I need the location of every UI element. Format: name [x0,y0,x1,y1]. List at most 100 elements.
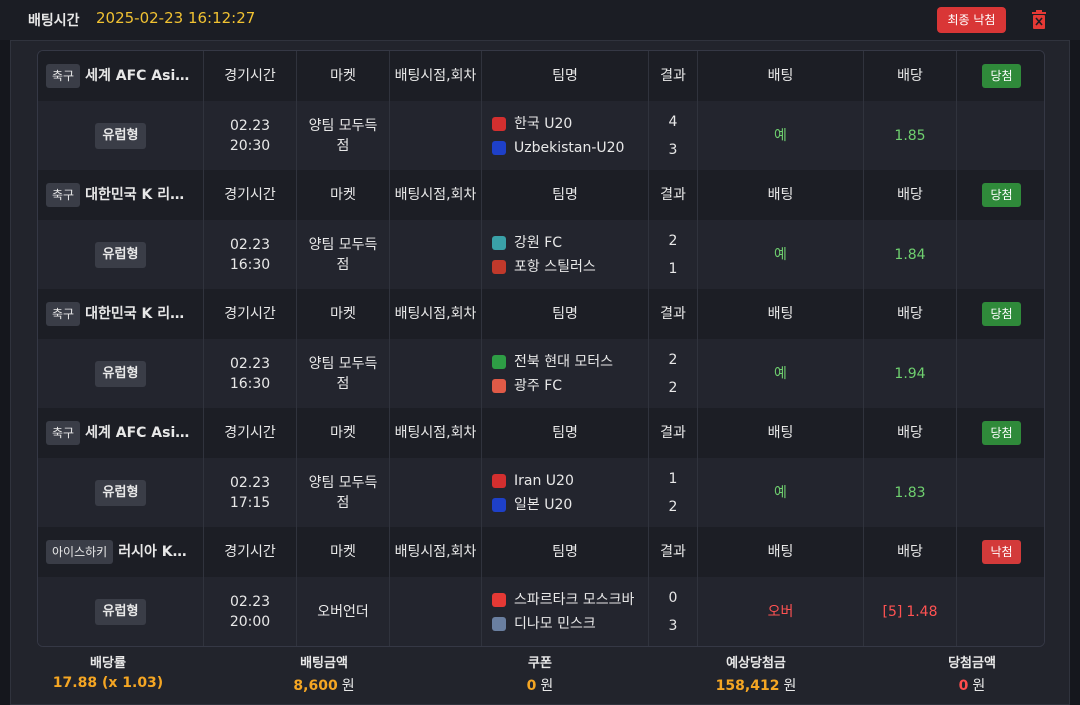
summary-value-line: 8,600 원 [216,675,432,695]
column-header: 결과 [660,187,686,203]
summary-unit: 원 [540,678,554,694]
data-cell: 02.23 16:30 [204,339,297,408]
pick: 예 [774,246,787,263]
pick: 오버 [767,603,794,620]
data-cell [957,577,1044,646]
status-badge: 당첨 [982,183,1021,207]
data-cell: 전북 현대 모터스 광주 FC [482,339,649,408]
team-icon [492,378,506,393]
bet-header-row: 축구 대한민국 K 리… 경기시간 마켓 배팅시점,회차 팀명 결과 배팅 배당 당첨 [38,170,1044,220]
data-cell: 양팀 모두득점 [297,458,390,527]
status-badge: 당첨 [982,421,1021,445]
data-cell: 양팀 모두득점 [297,220,390,289]
column-header: 배팅시점,회차 [394,187,477,203]
odds: 1.85 [894,127,926,144]
score: 3 [668,141,678,158]
data-cell: 1.83 [864,458,957,527]
column-header: 팀명 [552,425,578,441]
header-cell: 축구 대한민국 K 리… [38,170,204,220]
status-badge: 낙첨 [982,540,1021,564]
match-date: 02.23 [229,593,271,610]
team-name: 포항 스틸러스 [514,258,596,275]
odds: 1.48 [906,603,938,620]
match-date: 02.23 [229,117,271,134]
match-date: 02.23 [229,236,271,253]
team-name: Iran U20 [514,472,574,489]
market: 양팀 모두득점 [308,117,378,154]
header-cell: 아이스하키 러시아 K… [38,527,204,577]
column-header: 마켓 [330,425,356,441]
score: 2 [668,379,678,396]
column-header: 배팅 [767,68,794,84]
data-cell [390,339,482,408]
data-cell: 스파르타크 모스크바 디나모 민스크 [482,577,649,646]
summary-label: 예상당첨금 [726,656,786,671]
sport-tag: 축구 [46,302,81,326]
team: Uzbekistan-U20 [492,138,624,158]
match-time: 17:15 [229,494,271,511]
sport-tag: 축구 [46,64,81,88]
data-cell: 강원 FC 포항 스틸러스 [482,220,649,289]
result-button[interactable]: 최종 낙첨 [937,7,1006,33]
column-header: 마켓 [330,68,356,84]
header-cell: 팀명 [482,289,649,339]
data-cell [957,220,1044,289]
header-cell: 마켓 [297,527,390,577]
team: 디나모 민스크 [492,614,596,634]
column-header: 마켓 [330,544,356,560]
bet-type: 유럽형 [94,479,147,506]
bet-data-row: 유럽형 02.23 20:30 양팀 모두득점 한국 U20 Uzbekistan-U20… [38,101,1044,170]
odds-prefix: [5] [882,603,903,620]
header-cell: 당첨 [957,170,1044,220]
column-header: 배팅 [767,306,794,322]
team-icon [492,616,506,631]
header-cell: 결과 [649,170,698,220]
header-cell: 배팅 [698,170,864,220]
team-icon [492,473,506,488]
team: 한국 U20 [492,114,572,134]
column-header: 결과 [660,68,686,84]
team-icon [492,235,506,250]
data-cell: 양팀 모두득점 [297,101,390,170]
header-cell: 당첨 [957,408,1044,458]
header-cell: 배팅 [698,408,864,458]
summary-unit: 원 [341,678,355,694]
data-cell: 유럽형 [38,220,204,289]
team-name: 일본 U20 [514,496,573,513]
score: 1 [668,260,678,277]
column-header: 배팅 [767,544,794,560]
header-cell: 배팅 [698,51,864,101]
summary-item: 쿠폰 0 원 [432,650,648,705]
column-header: 배당 [897,544,923,560]
league-name: 러시아 K… [118,544,187,560]
bet-header-row: 축구 대한민국 K 리… 경기시간 마켓 배팅시점,회차 팀명 결과 배팅 배당 당첨 [38,289,1044,339]
team-icon [492,354,506,369]
data-cell [390,101,482,170]
header-cell: 마켓 [297,408,390,458]
data-cell: 02.23 17:15 [204,458,297,527]
header-cell: 당첨 [957,51,1044,101]
summary: 배당률 17.88 (x 1.03) 배팅금액 8,600 원 쿠폰 0 원 예상당첨금 158,… [0,650,1080,705]
column-header: 팀명 [552,187,578,203]
summary-label: 쿠폰 [528,656,552,671]
header-cell: 배당 [864,527,957,577]
delete-icon[interactable] [1031,10,1047,29]
odds: 1.94 [894,365,926,382]
data-cell: Iran U20 일본 U20 [482,458,649,527]
column-header: 경기시간 [224,544,276,560]
column-header: 배당 [897,425,923,441]
team-icon [492,592,506,607]
sport-tag: 축구 [46,183,81,207]
data-cell: 1.84 [864,220,957,289]
data-cell: 양팀 모두득점 [297,339,390,408]
header-cell: 배팅시점,회차 [390,51,482,101]
header-cell: 결과 [649,289,698,339]
column-header: 경기시간 [224,187,276,203]
bet-data-row: 유럽형 02.23 16:30 양팀 모두득점 강원 FC 포항 스틸러스 2 1 예 1.84 [38,220,1044,289]
bet-type: 유럽형 [94,598,147,625]
summary-unit: 원 [972,678,986,694]
header-cell: 경기시간 [204,51,297,101]
